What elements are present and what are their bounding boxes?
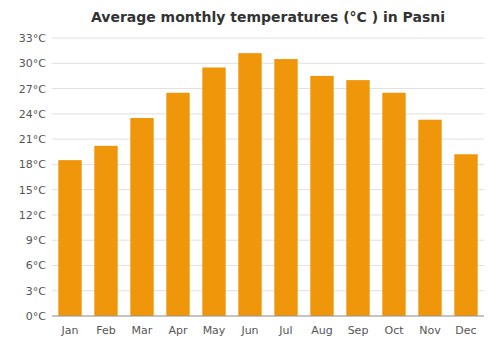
y-tick-label: 21°C bbox=[19, 133, 46, 146]
x-tick-label: May bbox=[203, 324, 226, 337]
bar bbox=[166, 93, 189, 316]
bar bbox=[454, 154, 477, 316]
y-tick-label: 6°C bbox=[26, 259, 46, 272]
bar bbox=[310, 76, 333, 316]
x-tick-label: Mar bbox=[132, 324, 153, 337]
x-tick-label: Dec bbox=[455, 324, 476, 337]
bar bbox=[346, 80, 369, 316]
grid-line bbox=[52, 88, 484, 89]
y-tick-label: 18°C bbox=[19, 158, 46, 171]
y-axis: 0°C 3°C 6°C 9°C 12°C 15°C 18°C 21°C 24°C 27°C 30°C… bbox=[19, 32, 484, 323]
x-tick-label: Oct bbox=[384, 324, 404, 337]
y-tick-label: 3°C bbox=[26, 285, 46, 298]
bar bbox=[202, 67, 225, 316]
x-tick-label: Jun bbox=[240, 324, 258, 337]
x-axis: Jan Feb Mar Apr May Jun Jul Aug Sep Oct Nov Dec bbox=[52, 316, 484, 337]
bar bbox=[94, 146, 117, 316]
x-axis-line bbox=[52, 316, 484, 317]
y-tick-label: 27°C bbox=[19, 83, 46, 96]
y-tick-label: 24°C bbox=[19, 108, 46, 121]
y-tick-label: 0°C bbox=[26, 310, 46, 323]
bar bbox=[382, 93, 405, 316]
x-tick-label: Aug bbox=[311, 324, 332, 337]
bar bbox=[274, 59, 297, 316]
grid-line bbox=[52, 63, 484, 64]
x-tick-label: Jan bbox=[61, 324, 79, 337]
x-tick-label: Sep bbox=[348, 324, 369, 337]
y-tick-label: 12°C bbox=[19, 209, 46, 222]
x-tick-label: Apr bbox=[168, 324, 188, 337]
bar bbox=[238, 53, 261, 316]
bar bbox=[418, 120, 441, 316]
x-tick-label: Nov bbox=[419, 324, 441, 337]
grid-line bbox=[52, 38, 484, 39]
x-tick-label: Jul bbox=[278, 324, 292, 337]
grid-line bbox=[52, 316, 484, 317]
bar bbox=[58, 160, 81, 316]
bar bbox=[130, 118, 153, 316]
x-tick-label: Feb bbox=[96, 324, 115, 337]
bars bbox=[58, 53, 477, 316]
y-tick-label: 33°C bbox=[19, 32, 46, 45]
title: Average monthly temperatures (°C ) in Pa… bbox=[91, 9, 445, 25]
chart: Average monthly temperatures (°C ) in Pa… bbox=[0, 0, 500, 350]
grid-line bbox=[52, 113, 484, 114]
y-tick-label: 30°C bbox=[19, 57, 46, 70]
y-tick-label: 9°C bbox=[26, 234, 46, 247]
y-tick-label: 15°C bbox=[19, 184, 46, 197]
